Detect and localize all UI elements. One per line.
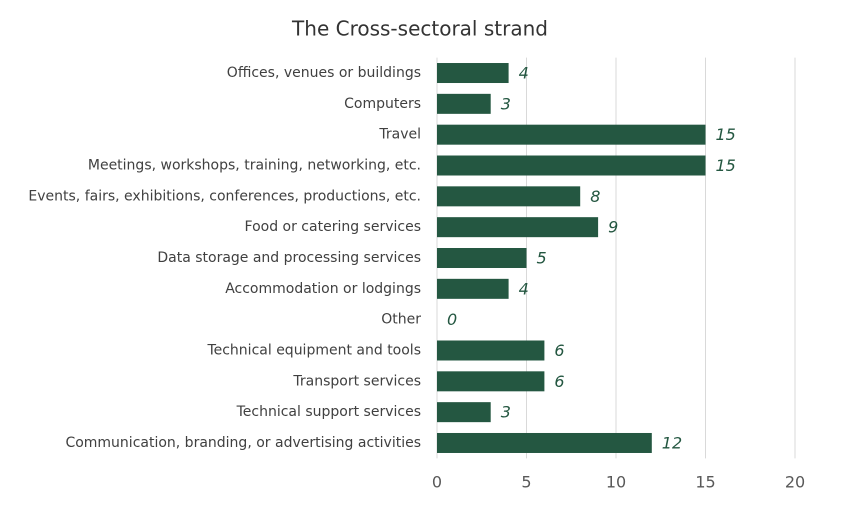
value-label: 6 [554, 372, 564, 391]
bar [437, 340, 545, 361]
y-tick-label: Technical support services [236, 404, 421, 420]
bar [437, 93, 491, 114]
chart-title: The Cross-sectoral strand [291, 17, 548, 41]
y-tick-label: Technical equipment and tools [206, 342, 421, 358]
y-tick-label: Offices, venues or buildings [227, 65, 421, 81]
value-label: 3 [501, 403, 511, 422]
y-tick-label: Meetings, workshops, training, networkin… [88, 158, 421, 174]
y-tick-label: Events, fairs, exhibitions, conferences,… [28, 188, 421, 204]
bar [437, 278, 509, 299]
y-tick-label: Travel [378, 127, 421, 143]
bar [437, 402, 491, 423]
value-label: 15 [716, 125, 736, 144]
x-tick-label: 5 [521, 473, 531, 492]
y-tick-label: Data storage and processing services [157, 250, 421, 266]
x-tick-label: 10 [606, 473, 626, 492]
value-label: 12 [662, 433, 682, 452]
y-tick-label: Computers [344, 96, 421, 112]
value-label: 3 [501, 94, 511, 113]
y-tick-label: Accommodation or lodgings [225, 281, 421, 297]
value-label: 0 [447, 310, 457, 329]
bar [437, 432, 652, 453]
bar [437, 186, 581, 207]
value-label: 4 [519, 64, 529, 83]
y-tick-label: Communication, branding, or advertising … [65, 435, 421, 451]
value-label: 4 [519, 279, 529, 298]
value-label: 8 [590, 187, 600, 206]
y-tick-label: Transport services [292, 373, 421, 389]
x-tick-label: 20 [785, 473, 805, 492]
bar [437, 63, 509, 84]
value-label: 5 [537, 249, 547, 268]
value-label: 15 [716, 156, 736, 175]
x-tick-label: 0 [432, 473, 442, 492]
bar [437, 155, 706, 176]
y-tick-label: Food or catering services [245, 219, 421, 235]
bar [437, 124, 706, 145]
x-tick-label: 15 [695, 473, 715, 492]
bar [437, 371, 545, 392]
bar [437, 217, 599, 238]
bar [437, 248, 527, 268]
value-label: 6 [554, 341, 564, 360]
y-tick-label: Other [381, 312, 421, 328]
value-label: 9 [608, 218, 618, 237]
